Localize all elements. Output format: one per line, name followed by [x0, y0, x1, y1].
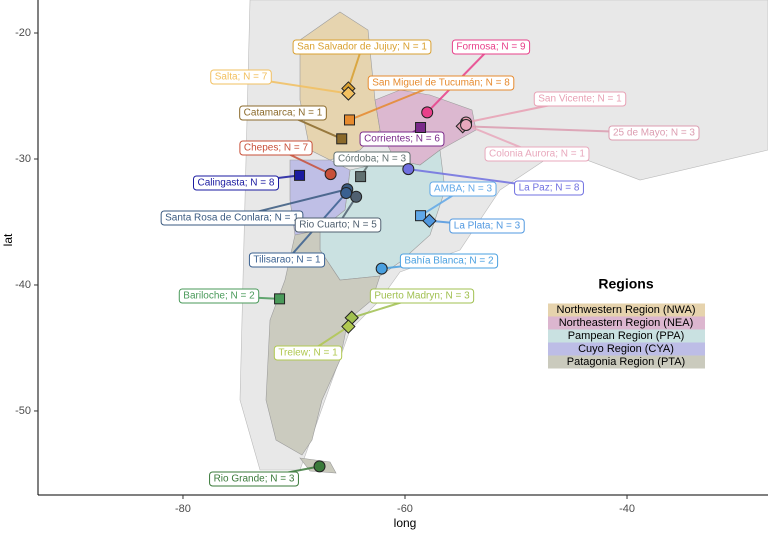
point: [460, 118, 473, 131]
legend-swatch: [548, 342, 705, 356]
label-box: [451, 39, 531, 55]
label-box: [294, 217, 382, 233]
point: [336, 133, 348, 145]
point-label: Bariloche; N = 2: [183, 291, 255, 302]
point-label: 25 de Mayo; N = 3: [613, 128, 695, 139]
point: [375, 262, 388, 275]
point: [341, 86, 356, 101]
point: [421, 106, 434, 119]
labels: San Salvador de Jujuy; N = 1 Salta; N = 7…: [160, 39, 700, 487]
y-tick-label: -30: [15, 153, 31, 165]
point-label: Catamarca; N = 1: [244, 108, 323, 119]
y-tick-label: -40: [15, 279, 31, 291]
label-box: [514, 180, 584, 196]
point-label: La Plata; N = 3: [454, 221, 521, 232]
point-label: San Miguel de Tucumán; N = 8: [372, 78, 510, 89]
y-axis-label: lat: [1, 233, 15, 246]
label-box: [449, 218, 525, 234]
label-box: [399, 253, 499, 269]
label-box: [209, 471, 299, 487]
point: [415, 121, 427, 133]
point-label: Tilisarao; N = 1: [253, 255, 321, 266]
label-box: [608, 125, 700, 141]
label-box: [367, 75, 515, 91]
label-box: [193, 175, 279, 191]
point-label: Puerto Madryn; N = 3: [374, 291, 470, 302]
point: [402, 163, 415, 176]
point-label: San Vicente; N = 1: [538, 94, 622, 105]
x-tick-label: -60: [397, 503, 413, 515]
legend-swatch: [548, 316, 705, 330]
point-label: Rio Cuarto; N = 5: [299, 220, 377, 231]
point-label: Trelew; N = 1: [278, 348, 338, 359]
label-box: [484, 146, 590, 162]
point: [294, 169, 306, 181]
legend-title: Regions: [598, 276, 653, 292]
x-tick-label: -40: [619, 503, 635, 515]
point-label: San Salvador de Jujuy; N = 1: [297, 42, 427, 53]
point-label: Colonia Aurora; N = 1: [489, 149, 585, 160]
point: [340, 187, 353, 200]
legend-label: Patagonia Region (PTA): [567, 356, 685, 368]
label-box: [248, 252, 326, 268]
point: [355, 171, 367, 183]
point-label: AMBA; N = 3: [434, 184, 493, 195]
legend: Regions Northwestern Region (NWA)Northeas…: [548, 276, 705, 369]
x-axis-label: long: [394, 516, 417, 530]
point: [343, 114, 355, 126]
label-box: [292, 39, 432, 55]
legend-label: Cuyo Region (CYA): [578, 343, 674, 355]
label-box: [533, 91, 627, 107]
point-label: Chepes; N = 7: [244, 143, 309, 154]
point: [313, 460, 326, 473]
legend-swatch: [548, 355, 705, 369]
point-label: Rio Grande; N = 3: [214, 474, 295, 485]
y-tick-label: -20: [15, 27, 31, 39]
label-box: [429, 181, 497, 197]
label-box: [273, 345, 343, 361]
point-label: Calingasta; N = 8: [198, 178, 275, 189]
point-label: Formosa; N = 9: [456, 42, 526, 53]
x-tick-label: -80: [175, 503, 191, 515]
point: [341, 319, 356, 334]
point-label: Santa Rosa de Conlara; N = 1: [165, 213, 299, 224]
label-box: [239, 140, 313, 156]
point: [324, 168, 337, 181]
label-box: [210, 69, 272, 85]
label-box: [359, 131, 445, 147]
label-box: [178, 288, 260, 304]
point-label: Bahía Blanca; N = 2: [404, 256, 494, 267]
y-tick-label: -50: [15, 405, 31, 417]
point: [415, 210, 427, 222]
legend-label: Pampean Region (PPA): [568, 330, 685, 342]
point: [350, 190, 363, 203]
label-box: [239, 105, 327, 121]
point-label: Corrientes; N = 6: [364, 134, 440, 145]
legend-swatch: [548, 329, 705, 343]
point-label: Salta; N = 7: [215, 72, 268, 83]
point: [422, 213, 437, 228]
point-label: Córdoba; N = 3: [338, 154, 407, 165]
legend-label: Northeastern Region (NEA): [559, 317, 694, 329]
point: [274, 293, 286, 305]
legend-swatch: [548, 303, 705, 317]
point-label: La Paz; N = 8: [519, 183, 580, 194]
legend-label: Northwestern Region (NWA): [557, 304, 696, 316]
label-box: [369, 288, 475, 304]
label-box: [333, 151, 411, 167]
